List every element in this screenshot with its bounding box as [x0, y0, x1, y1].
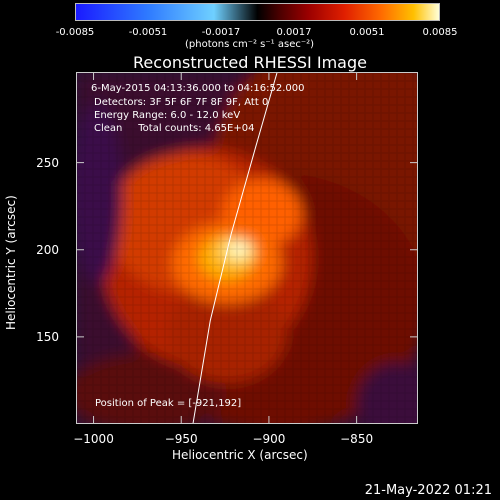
x-tick-label: −850 [340, 432, 374, 446]
x-tick-label: −1000 [73, 432, 114, 446]
colorbar-tick: 0.0085 [422, 27, 458, 38]
heatmap-image [77, 73, 417, 423]
y-axis-label: Heliocentric Y (arcsec) [4, 195, 18, 330]
colorbar [75, 3, 440, 21]
colorbar-tick: -0.0085 [55, 27, 95, 38]
info-clean-counts: Clean Total counts: 4.65E+04 [94, 123, 255, 134]
colorbar-tick: -0.0017 [201, 27, 241, 38]
chart-title: Reconstructed RHESSI Image [133, 53, 367, 72]
peak-position-label: Position of Peak = [-921,192] [95, 398, 242, 409]
colorbar-unit-label: (photons cm⁻² s⁻¹ asec⁻²) [185, 39, 315, 50]
pixel-grid [77, 73, 417, 423]
y-tick-label: 150 [36, 329, 59, 344]
x-tick-label: −950 [164, 432, 198, 446]
colorbar-tick: 0.0017 [276, 27, 312, 38]
colorbar-tick: -0.0051 [128, 27, 168, 38]
info-time-range: 6-May-2015 04:13:36.000 to 04:16:52.000 [91, 83, 305, 94]
timestamp: 21-May-2022 01:21 [364, 483, 492, 498]
info-energy-range: Energy Range: 6.0 - 12.0 keV [94, 110, 241, 121]
plot-area [76, 72, 418, 424]
x-tick-label: −900 [252, 432, 286, 446]
y-tick-label: 250 [36, 155, 59, 170]
solar-limb-line [192, 73, 278, 423]
x-axis-label: Heliocentric X (arcsec) [172, 448, 308, 462]
y-tick-label: 200 [36, 242, 59, 257]
colorbar-tick: 0.0051 [349, 27, 385, 38]
info-detectors: Detectors: 3F 5F 6F 7F 8F 9F, Att 0 [94, 97, 269, 108]
